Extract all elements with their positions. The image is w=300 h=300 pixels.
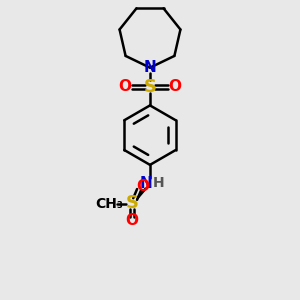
Text: CH₃: CH₃ [95, 196, 123, 211]
Text: H: H [152, 176, 164, 190]
Text: N: N [140, 176, 153, 191]
Text: O: O [118, 80, 131, 94]
Text: S: S [143, 78, 157, 96]
Text: O: O [169, 80, 182, 94]
Text: O: O [136, 179, 149, 194]
Text: S: S [126, 194, 139, 212]
Text: N: N [144, 60, 156, 75]
Text: O: O [126, 213, 139, 228]
